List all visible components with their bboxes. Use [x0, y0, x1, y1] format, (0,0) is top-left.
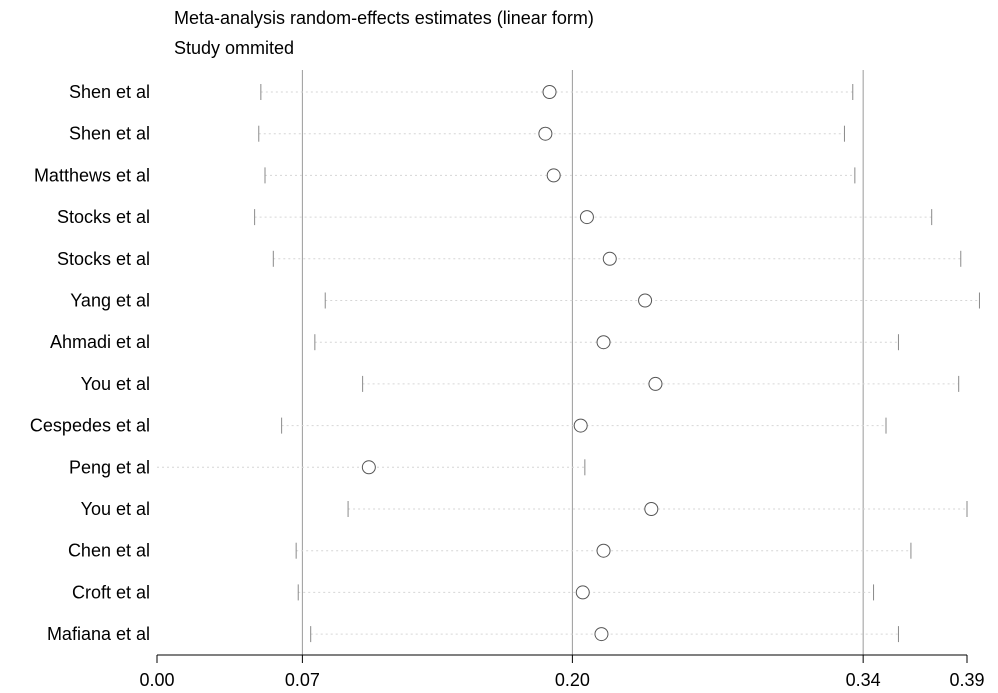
chart-title: Meta-analysis random-effects estimates (…: [174, 8, 594, 28]
grid-layer: [301, 70, 864, 655]
estimate-marker: [648, 376, 663, 391]
estimate-marker: [596, 335, 611, 350]
study-label: Peng et al: [69, 457, 150, 477]
estimate-marker: [644, 502, 659, 516]
x-tick-label: 0.07: [285, 670, 320, 690]
estimate-marker: [579, 210, 594, 225]
study-label: Shen et al: [69, 124, 150, 144]
estimate-marker: [546, 168, 561, 183]
x-axis: 0.00 0.07 0.20 0.34 0.39: [139, 654, 985, 690]
chart-subtitle: Study ommited: [174, 38, 295, 58]
estimate-marker: [602, 251, 617, 266]
estimate-marker: [594, 627, 609, 642]
x-tick-label: 0.20: [555, 670, 590, 690]
study-label: You et al: [81, 374, 150, 394]
estimate-marker: [573, 418, 588, 433]
estimate-marker: [575, 585, 590, 600]
study-label: Croft et al: [72, 582, 150, 602]
study-label: Shen et al: [69, 82, 150, 102]
points-layer: [361, 85, 663, 642]
study-label: Cespedes et al: [30, 416, 150, 436]
estimate-marker: [596, 543, 611, 558]
study-label: You et al: [81, 499, 150, 519]
study-label: Matthews et al: [34, 165, 150, 185]
estimate-marker: [638, 293, 653, 308]
study-label: Mafiana et al: [47, 624, 150, 644]
study-label: Stocks et al: [57, 207, 150, 227]
x-tick-label: 0.39: [949, 670, 984, 690]
study-label: Stocks et al: [57, 249, 150, 269]
ci-layer: [157, 84, 980, 643]
x-tick-label: 0.00: [139, 670, 174, 690]
estimate-marker: [542, 85, 557, 99]
study-label: Chen et al: [68, 541, 150, 561]
estimate-marker: [538, 126, 553, 141]
study-labels: Shen et al Shen et al Matthews et al Stocks…: [30, 82, 150, 644]
estimate-marker: [361, 460, 376, 475]
study-label: Ahmadi et al: [50, 332, 150, 352]
study-label: Yang et al: [70, 291, 150, 311]
x-tick-label: 0.34: [846, 670, 881, 690]
